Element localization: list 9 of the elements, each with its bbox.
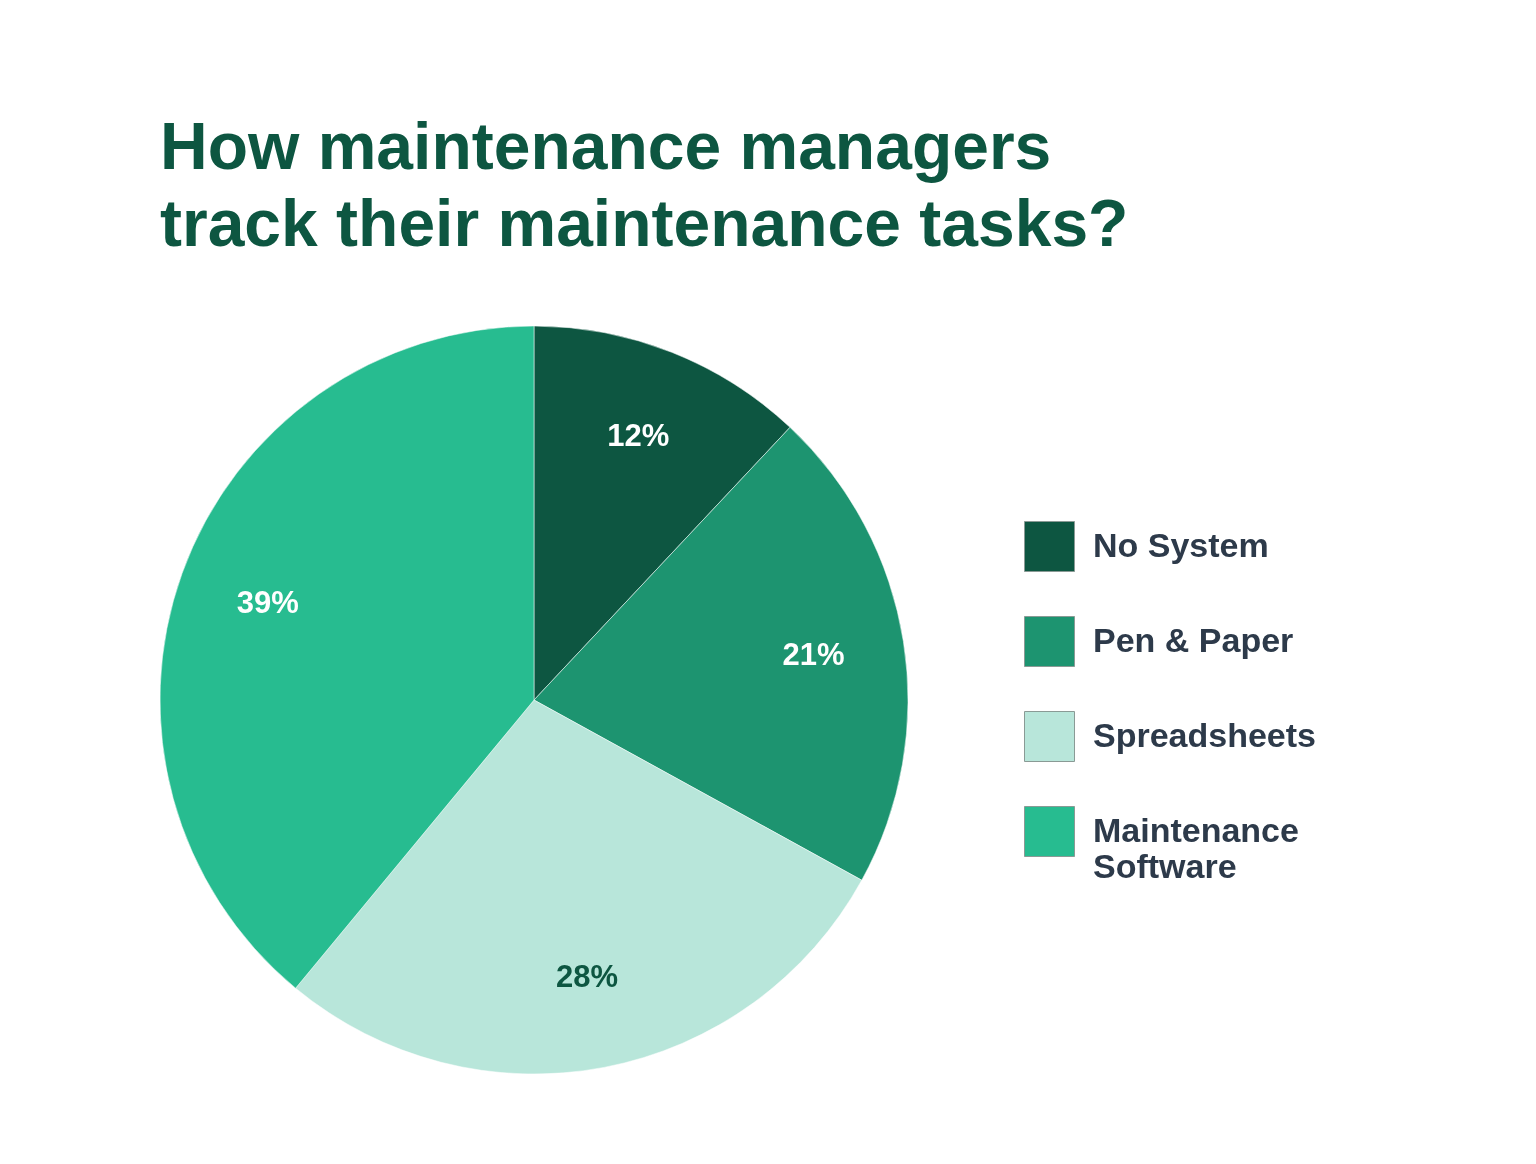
legend-label: No System <box>1093 525 1269 564</box>
data-label: 39% <box>236 585 299 621</box>
data-label: 28% <box>556 958 619 994</box>
legend-label: Maintenance Software <box>1093 810 1299 885</box>
legend-label: Pen & Paper <box>1093 620 1294 659</box>
legend-label: Spreadsheets <box>1093 715 1316 754</box>
data-label: 21% <box>782 636 845 672</box>
data-label: 12% <box>607 417 670 453</box>
chart-title: How maintenance managers track their maintenance tasks? <box>160 109 1129 260</box>
